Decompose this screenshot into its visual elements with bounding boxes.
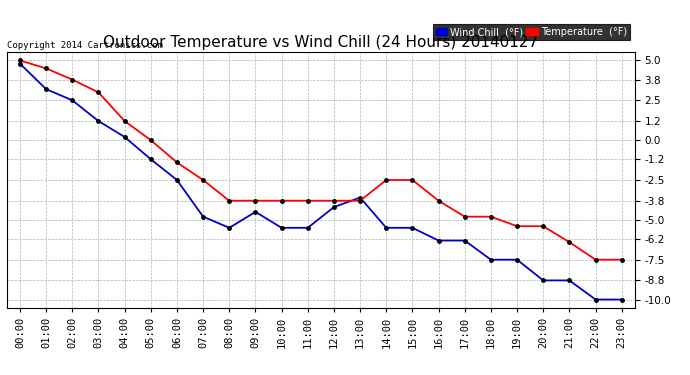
Legend: Wind Chill  (°F), Temperature  (°F): Wind Chill (°F), Temperature (°F)	[433, 24, 630, 40]
Title: Outdoor Temperature vs Wind Chill (24 Hours) 20140127: Outdoor Temperature vs Wind Chill (24 Ho…	[104, 35, 538, 50]
Text: Copyright 2014 Cartronics.com: Copyright 2014 Cartronics.com	[7, 41, 163, 50]
